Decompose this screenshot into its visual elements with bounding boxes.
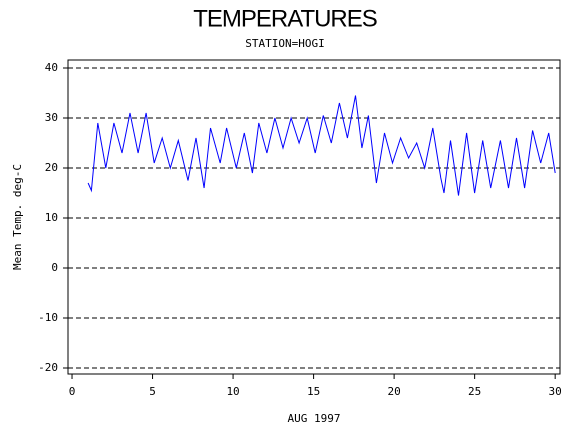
x-axis-label: AUG 1997: [288, 412, 341, 425]
chart-subtitle: STATION=HOGI: [245, 37, 324, 50]
data-line: [87, 95, 556, 196]
plot-frame: [67, 59, 561, 375]
x-tick-label: 30: [549, 385, 562, 398]
x-tick-label: 10: [226, 385, 239, 398]
y-tick-label: 20: [45, 161, 58, 174]
y-tick-label: -10: [38, 311, 58, 324]
x-tick-label: 0: [69, 385, 76, 398]
x-tick-label: 25: [468, 385, 481, 398]
x-tick-label: 15: [307, 385, 320, 398]
y-tick-label: -20: [38, 361, 58, 374]
chart-title: TEMPERATURES: [193, 5, 377, 32]
y-tick-label: 0: [51, 261, 58, 274]
y-tick-label: 40: [45, 61, 58, 74]
x-tick-label: 5: [149, 385, 156, 398]
y-tick-label: 10: [45, 211, 58, 224]
y-tick-label: 30: [45, 111, 58, 124]
x-tick-label: 20: [387, 385, 400, 398]
y-axis-label: Mean Temp. deg-C: [11, 164, 24, 270]
